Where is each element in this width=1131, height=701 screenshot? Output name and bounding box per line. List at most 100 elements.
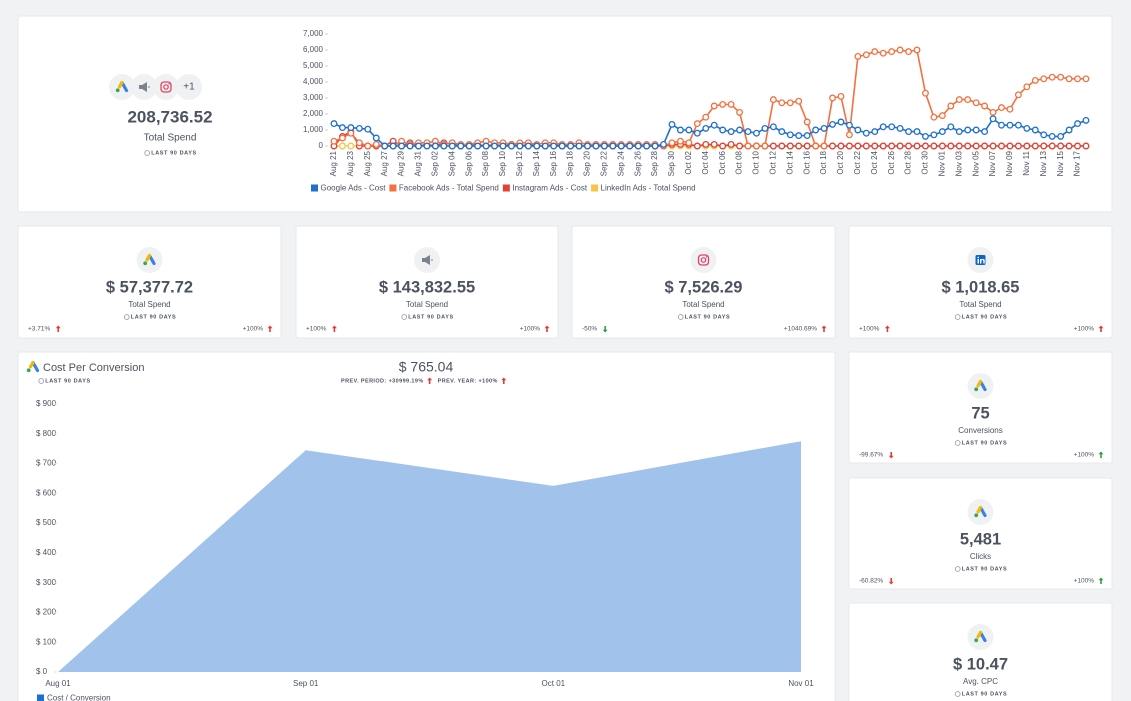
data-point [651, 142, 659, 150]
data-point [795, 132, 803, 140]
x-tick-label: Oct 28 [904, 150, 913, 174]
data-point [668, 139, 676, 147]
globe-icon [954, 691, 961, 697]
data-point [845, 142, 853, 150]
data-point [1040, 142, 1048, 150]
data-point [989, 108, 997, 116]
x-tick-label: Aug 29 [397, 150, 406, 176]
data-point [964, 96, 972, 104]
x-tick-label: Aug 23 [346, 150, 355, 176]
data-point [693, 129, 701, 137]
y-tick-label: 2,000 [303, 109, 324, 118]
y-tick-label: $ 900 [36, 399, 57, 408]
prev-year: PREV. YEAR: +100% [438, 378, 498, 384]
data-point [879, 142, 887, 150]
data-point [888, 48, 896, 56]
x-tick-label: Oct 04 [701, 150, 710, 174]
google-ads-logo [976, 505, 983, 514]
data-point [330, 120, 338, 128]
data-point [786, 99, 794, 107]
x-tick-label: Oct 08 [735, 150, 744, 174]
data-point [896, 124, 904, 132]
arrow-up [501, 377, 507, 384]
x-tick-label: Sep 26 [633, 150, 642, 176]
data-point [778, 99, 786, 107]
data-point [338, 124, 346, 132]
change-right: +100% [1074, 578, 1095, 585]
period-label: LAST 90 DAYS [962, 566, 1008, 572]
x-tick-label: Aug 25 [363, 150, 372, 176]
google-ads-logo [976, 379, 983, 388]
megaphone-logo [422, 255, 430, 265]
data-point [440, 142, 448, 150]
data-point [550, 142, 558, 150]
data-point [803, 118, 811, 126]
google-ads-logo [28, 360, 35, 369]
data-point [862, 51, 870, 59]
y-tick-label: 0 [319, 141, 324, 150]
clicks-card [848, 477, 1113, 590]
data-point [1040, 75, 1048, 83]
data-point [871, 142, 879, 150]
data-point [1048, 73, 1056, 81]
y-tick-label: $ 0 [36, 667, 48, 676]
instagram-logo [163, 84, 169, 90]
data-point [803, 132, 811, 140]
linkedin-logo [977, 259, 979, 264]
globe-icon [144, 150, 151, 156]
linkedin-spend-card [848, 225, 1113, 339]
data-point [753, 129, 760, 137]
data-point [837, 92, 845, 100]
x-tick-label: Oct 12 [768, 150, 777, 174]
globe-icon [954, 440, 961, 446]
change-right: +100% [1074, 326, 1095, 333]
x-tick-label: Oct 10 [752, 150, 761, 174]
kpi-value: $ 1,018.65 [942, 278, 1020, 296]
instagram-logo [160, 81, 172, 93]
data-point [372, 140, 380, 148]
data-point [769, 123, 777, 131]
data-point [1057, 73, 1065, 81]
data-point [871, 128, 879, 136]
google-ads-logo [145, 253, 152, 262]
data-point [938, 142, 946, 150]
data-point [938, 128, 946, 136]
globe-icon [954, 566, 961, 572]
data-point [541, 142, 549, 150]
data-point [753, 142, 760, 150]
arrow-up [884, 325, 890, 332]
change-right: +100% [520, 326, 541, 333]
data-point [507, 142, 515, 150]
x-tick-label: Oct 06 [718, 150, 727, 174]
y-tick-label: $ 700 [36, 459, 57, 468]
data-point [584, 142, 591, 150]
data-point [972, 142, 980, 150]
data-point [778, 142, 786, 150]
data-point [981, 102, 989, 110]
data-point [820, 142, 828, 150]
arrow-up [1098, 325, 1104, 332]
period-label: LAST 90 DAYS [151, 150, 197, 156]
legend-label: LinkedIn Ads - Total Spend [601, 184, 696, 193]
google-ads-logo [974, 513, 979, 518]
globe-icon [677, 314, 684, 320]
data-point [1065, 75, 1073, 83]
data-point [964, 126, 972, 134]
data-point [913, 142, 921, 150]
period-label: LAST 90 DAYS [45, 378, 91, 384]
y-tick-label: 7,000 [303, 29, 324, 38]
data-point [837, 118, 845, 126]
data-point [423, 142, 431, 150]
data-point [778, 128, 786, 136]
x-tick-label: Aug 27 [380, 150, 389, 176]
data-point [769, 96, 777, 104]
data-point [406, 142, 414, 150]
data-point [1057, 132, 1065, 140]
x-tick-label: Nov 03 [954, 150, 963, 176]
area [58, 441, 801, 672]
x-tick-label: Oct 02 [684, 150, 693, 174]
y-tick-label: 3,000 [303, 93, 324, 102]
data-point [516, 142, 524, 150]
change-left: +100% [306, 326, 327, 333]
icon-background [967, 373, 994, 399]
